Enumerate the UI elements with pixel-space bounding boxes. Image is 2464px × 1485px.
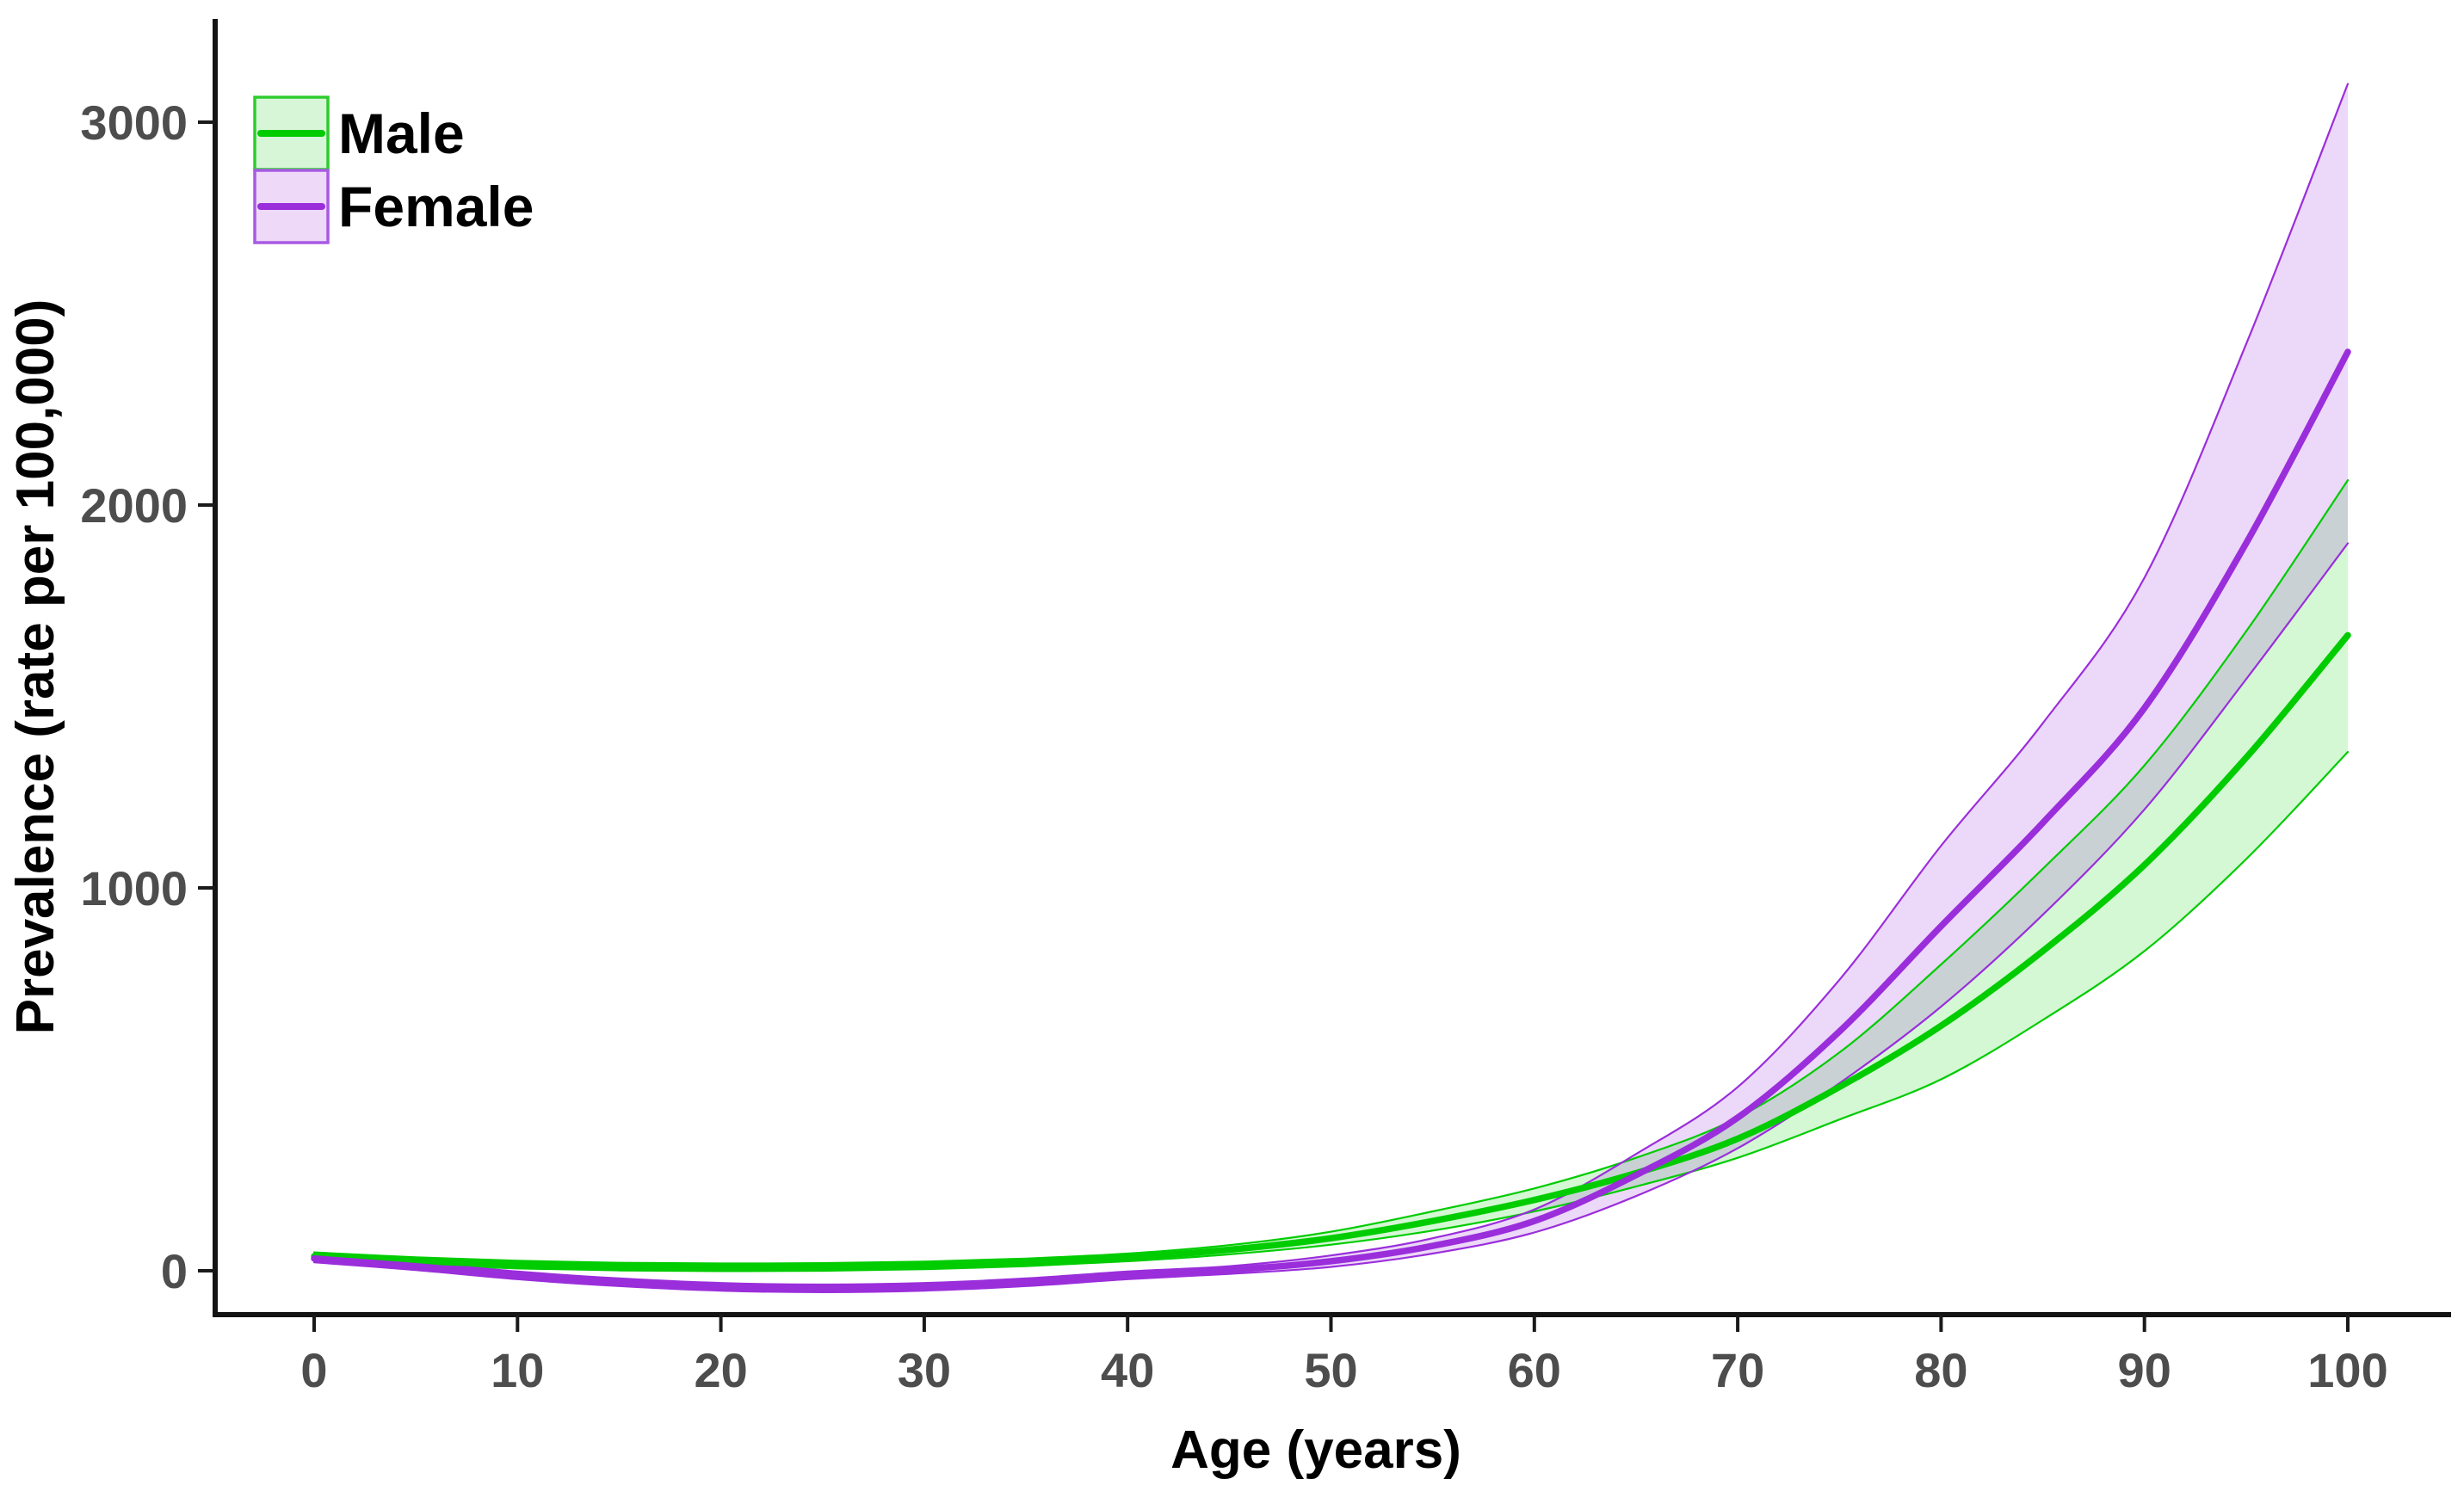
ci-bands-layer xyxy=(314,83,2348,1292)
x-tick-label-90: 90 xyxy=(2118,1343,2171,1397)
x-tick-label-40: 40 xyxy=(1101,1343,1154,1397)
female-ci-band xyxy=(314,83,2348,1292)
y-tick-label-2000: 2000 xyxy=(80,478,188,533)
legend-entry-male: Male xyxy=(253,96,465,171)
female-ci-upper-line xyxy=(312,83,2350,1286)
x-tick-label-70: 70 xyxy=(1711,1343,1764,1397)
male-ci-band xyxy=(314,480,2348,1272)
x-tick-label-60: 60 xyxy=(1508,1343,1561,1397)
legend: Male Female xyxy=(253,96,534,244)
x-tick-label-30: 30 xyxy=(898,1343,951,1397)
y-axis-title: Prevalence (rate per 100,000) xyxy=(6,299,65,1035)
legend-label-male: Male xyxy=(338,102,465,165)
x-tick-label-0: 0 xyxy=(300,1343,327,1397)
male-mean-line xyxy=(311,632,2351,1271)
y-tick-label-1000: 1000 xyxy=(80,861,188,915)
female-mean-line xyxy=(311,348,2351,1292)
female-ci-lower-line xyxy=(312,542,2350,1294)
legend-entry-female: Female xyxy=(253,169,534,244)
y-tick-label-3000: 3000 xyxy=(80,96,188,150)
mean-lines-layer xyxy=(311,348,2351,1292)
x-tick-label-100: 100 xyxy=(2307,1343,2387,1397)
x-tick-label-10: 10 xyxy=(491,1343,544,1397)
male-ci-lower-line xyxy=(312,750,2350,1272)
x-tick-label-20: 20 xyxy=(694,1343,747,1397)
axes-layer xyxy=(198,19,2451,1332)
male-ci-upper-line xyxy=(312,479,2350,1265)
x-tick-label-50: 50 xyxy=(1304,1343,1357,1397)
legend-label-female: Female xyxy=(338,175,534,238)
ci-edges-layer xyxy=(312,83,2350,1294)
y-tick-label-0: 0 xyxy=(161,1244,188,1298)
x-axis-title: Age (years) xyxy=(1170,1420,1461,1480)
x-tick-label-80: 80 xyxy=(1914,1343,1967,1397)
